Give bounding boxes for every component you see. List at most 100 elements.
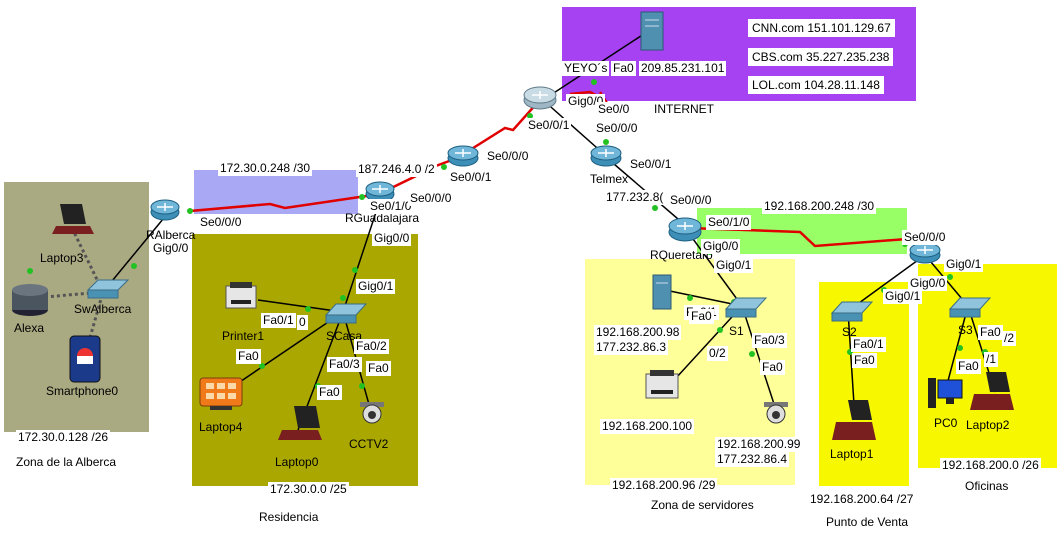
server-icon[interactable]	[640, 11, 664, 51]
dns-ip: 35.227.235.238	[806, 50, 890, 64]
dns-entry: LOL.com 104.28.11.148	[748, 76, 884, 94]
port-label: Fa0	[366, 361, 391, 376]
port-label: Gig0/1	[356, 279, 396, 294]
link-network-label: 187.246.4.0 /2	[356, 162, 437, 177]
port-label: Gig0/0	[908, 276, 948, 291]
port-label: Se0/0/0	[408, 191, 454, 206]
dns-host: CBS.com	[752, 50, 803, 64]
laptop-icon[interactable]	[199, 377, 243, 410]
port-label: 0	[297, 315, 308, 330]
link-alberca-sw	[102, 212, 169, 293]
dns-entry: CNN.com 151.101.129.67	[748, 19, 895, 37]
router-icon[interactable]	[447, 145, 479, 167]
port-label: Gig0/1	[883, 289, 923, 304]
router-icon[interactable]	[150, 199, 180, 221]
link-isp2-telmex	[542, 99, 606, 156]
port-label: Fa0/1	[851, 337, 886, 352]
link-qro-s1	[684, 227, 743, 307]
port-label: Se0/0/0	[198, 215, 244, 230]
zone-name-label: Residencia	[259, 510, 319, 524]
internet-server-port: Fa0	[611, 61, 636, 76]
device-label: SCasa	[326, 329, 363, 343]
port-label: Se0/1/0	[706, 215, 752, 230]
link-s1-server	[664, 289, 743, 307]
switch-icon[interactable]	[724, 297, 768, 318]
router-icon[interactable]	[590, 145, 622, 167]
server-ip-label: 192.168.200.100	[600, 419, 695, 434]
serial-link-qro-oficinas	[687, 226, 921, 248]
pc-icon[interactable]	[928, 378, 963, 408]
internet-server-label: YEYO´s	[562, 61, 610, 76]
serial-link-alberca-gdl	[189, 192, 381, 213]
wireless-smartphone	[83, 291, 105, 356]
device-label: SwAlberca	[74, 302, 132, 316]
port-label: Fa0/2	[354, 339, 389, 354]
router-icon[interactable]	[523, 86, 557, 110]
port-label: Fa0	[689, 309, 714, 324]
link-s3-pc0	[944, 305, 969, 393]
link-scasa-printer	[257, 299, 344, 313]
port-label: Fa0	[956, 359, 981, 374]
port-label: 0/2	[707, 346, 728, 361]
device-label: Alexa	[14, 321, 45, 335]
link-network-label: 177.232.8(	[604, 190, 666, 205]
router-icon[interactable]	[365, 181, 395, 203]
device-label: CCTV2	[349, 437, 389, 451]
port-label: Gig0/1	[944, 257, 984, 272]
port-label: Fa0	[852, 353, 877, 368]
server-ip-label: 192.168.200.99	[715, 437, 803, 452]
zone-network-label: 192.168.200.0 /26	[940, 458, 1041, 473]
zone-network-label: 192.168.200.96 /29	[610, 478, 718, 493]
port-label: Se0/0/0	[668, 193, 714, 208]
link-network-label: 192.168.200.248 /30	[762, 199, 877, 214]
cctv-icon[interactable]	[360, 402, 384, 424]
switch-icon[interactable]	[830, 301, 874, 322]
device-label: Laptop4	[199, 420, 243, 434]
zone-network-label: 172.30.0.0 /25	[268, 482, 349, 497]
port-label: Gig0/0	[151, 241, 191, 256]
device-label: Smartphone0	[46, 384, 119, 398]
switch-icon[interactable]	[324, 303, 368, 324]
laptop-icon[interactable]	[52, 204, 94, 234]
laptop-icon[interactable]	[278, 406, 322, 440]
alexa-icon[interactable]	[12, 268, 48, 316]
server-ip-label: 192.168.200.98	[594, 325, 682, 340]
internet-server-ip: 209.85.231.101	[639, 61, 727, 76]
router-icon[interactable]	[668, 217, 702, 242]
port-label: Fa0/3	[327, 357, 362, 372]
device-label: S2	[842, 325, 857, 339]
switch-icon[interactable]	[86, 279, 130, 299]
zone-network-label: 172.30.0.128 /26	[16, 430, 111, 445]
cctv-icon[interactable]	[764, 402, 788, 424]
device-label: S1	[729, 324, 744, 338]
link-network-label: 172.30.0.248 /30	[218, 161, 313, 176]
port-label: Se0/0/1	[526, 118, 572, 133]
dns-ip: 104.28.11.148	[804, 78, 880, 92]
zone-name-label: Oficinas	[965, 479, 1009, 493]
laptop-icon[interactable]	[970, 372, 1014, 410]
link-gdl-scasa	[342, 196, 382, 313]
port-label: Fa0	[760, 360, 785, 375]
zone-name-internet: INTERNET	[654, 102, 714, 116]
device-label: Telmex	[590, 172, 629, 186]
port-label: /1	[984, 352, 999, 367]
server-icon[interactable]	[652, 274, 672, 310]
smartphone-icon[interactable]	[69, 335, 101, 383]
printer-icon[interactable]	[225, 282, 257, 309]
zone-network-label: 192.168.200.64 /27	[808, 492, 916, 507]
router-icon[interactable]	[909, 242, 941, 264]
port-label: Gig0/0	[701, 239, 741, 254]
zone-residencia	[192, 234, 418, 486]
device-label: PC0	[934, 416, 958, 430]
port-label: Fa0	[978, 325, 1003, 340]
zone-name-label: Punto de Venta	[826, 515, 909, 529]
port-label: Fa0/3	[752, 333, 787, 348]
switch-icon[interactable]	[948, 297, 992, 318]
port-label: Se0/0/0	[594, 121, 640, 136]
laptop-icon[interactable]	[832, 400, 876, 440]
device-label: S3	[958, 323, 973, 337]
printer-icon[interactable]	[645, 370, 679, 399]
port-label: Fa0/1	[261, 313, 296, 328]
serial-link-isp1-isp2	[461, 101, 539, 157]
